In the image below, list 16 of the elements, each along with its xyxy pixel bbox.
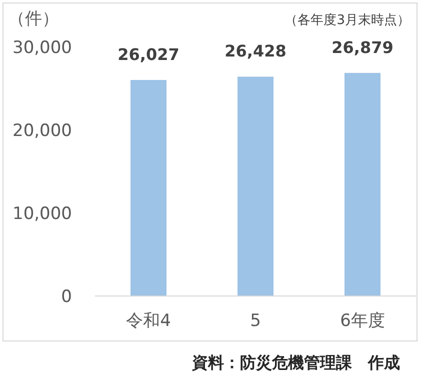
bar xyxy=(344,72,380,296)
data-label: 26,879 xyxy=(332,38,394,57)
bar xyxy=(238,76,274,296)
y-tick-label: 10,000 xyxy=(12,204,72,224)
x-tick-label: 6年度 xyxy=(340,311,385,331)
text: 資料：防災危機管理課 作成 xyxy=(191,353,400,372)
x-tick-label: 令和4 xyxy=(126,311,171,331)
y-tick-label: 30,000 xyxy=(12,38,72,58)
bar xyxy=(130,80,166,296)
x-tick-label: 5 xyxy=(250,311,261,331)
y-tick-label: 20,000 xyxy=(12,121,72,141)
data-label: 26,027 xyxy=(118,44,180,64)
y-axis-title: （件） xyxy=(8,9,59,29)
data-label: 26,428 xyxy=(224,42,286,61)
y-tick-label: 0 xyxy=(61,287,72,307)
text: （各年度3月末時点） xyxy=(284,12,410,28)
